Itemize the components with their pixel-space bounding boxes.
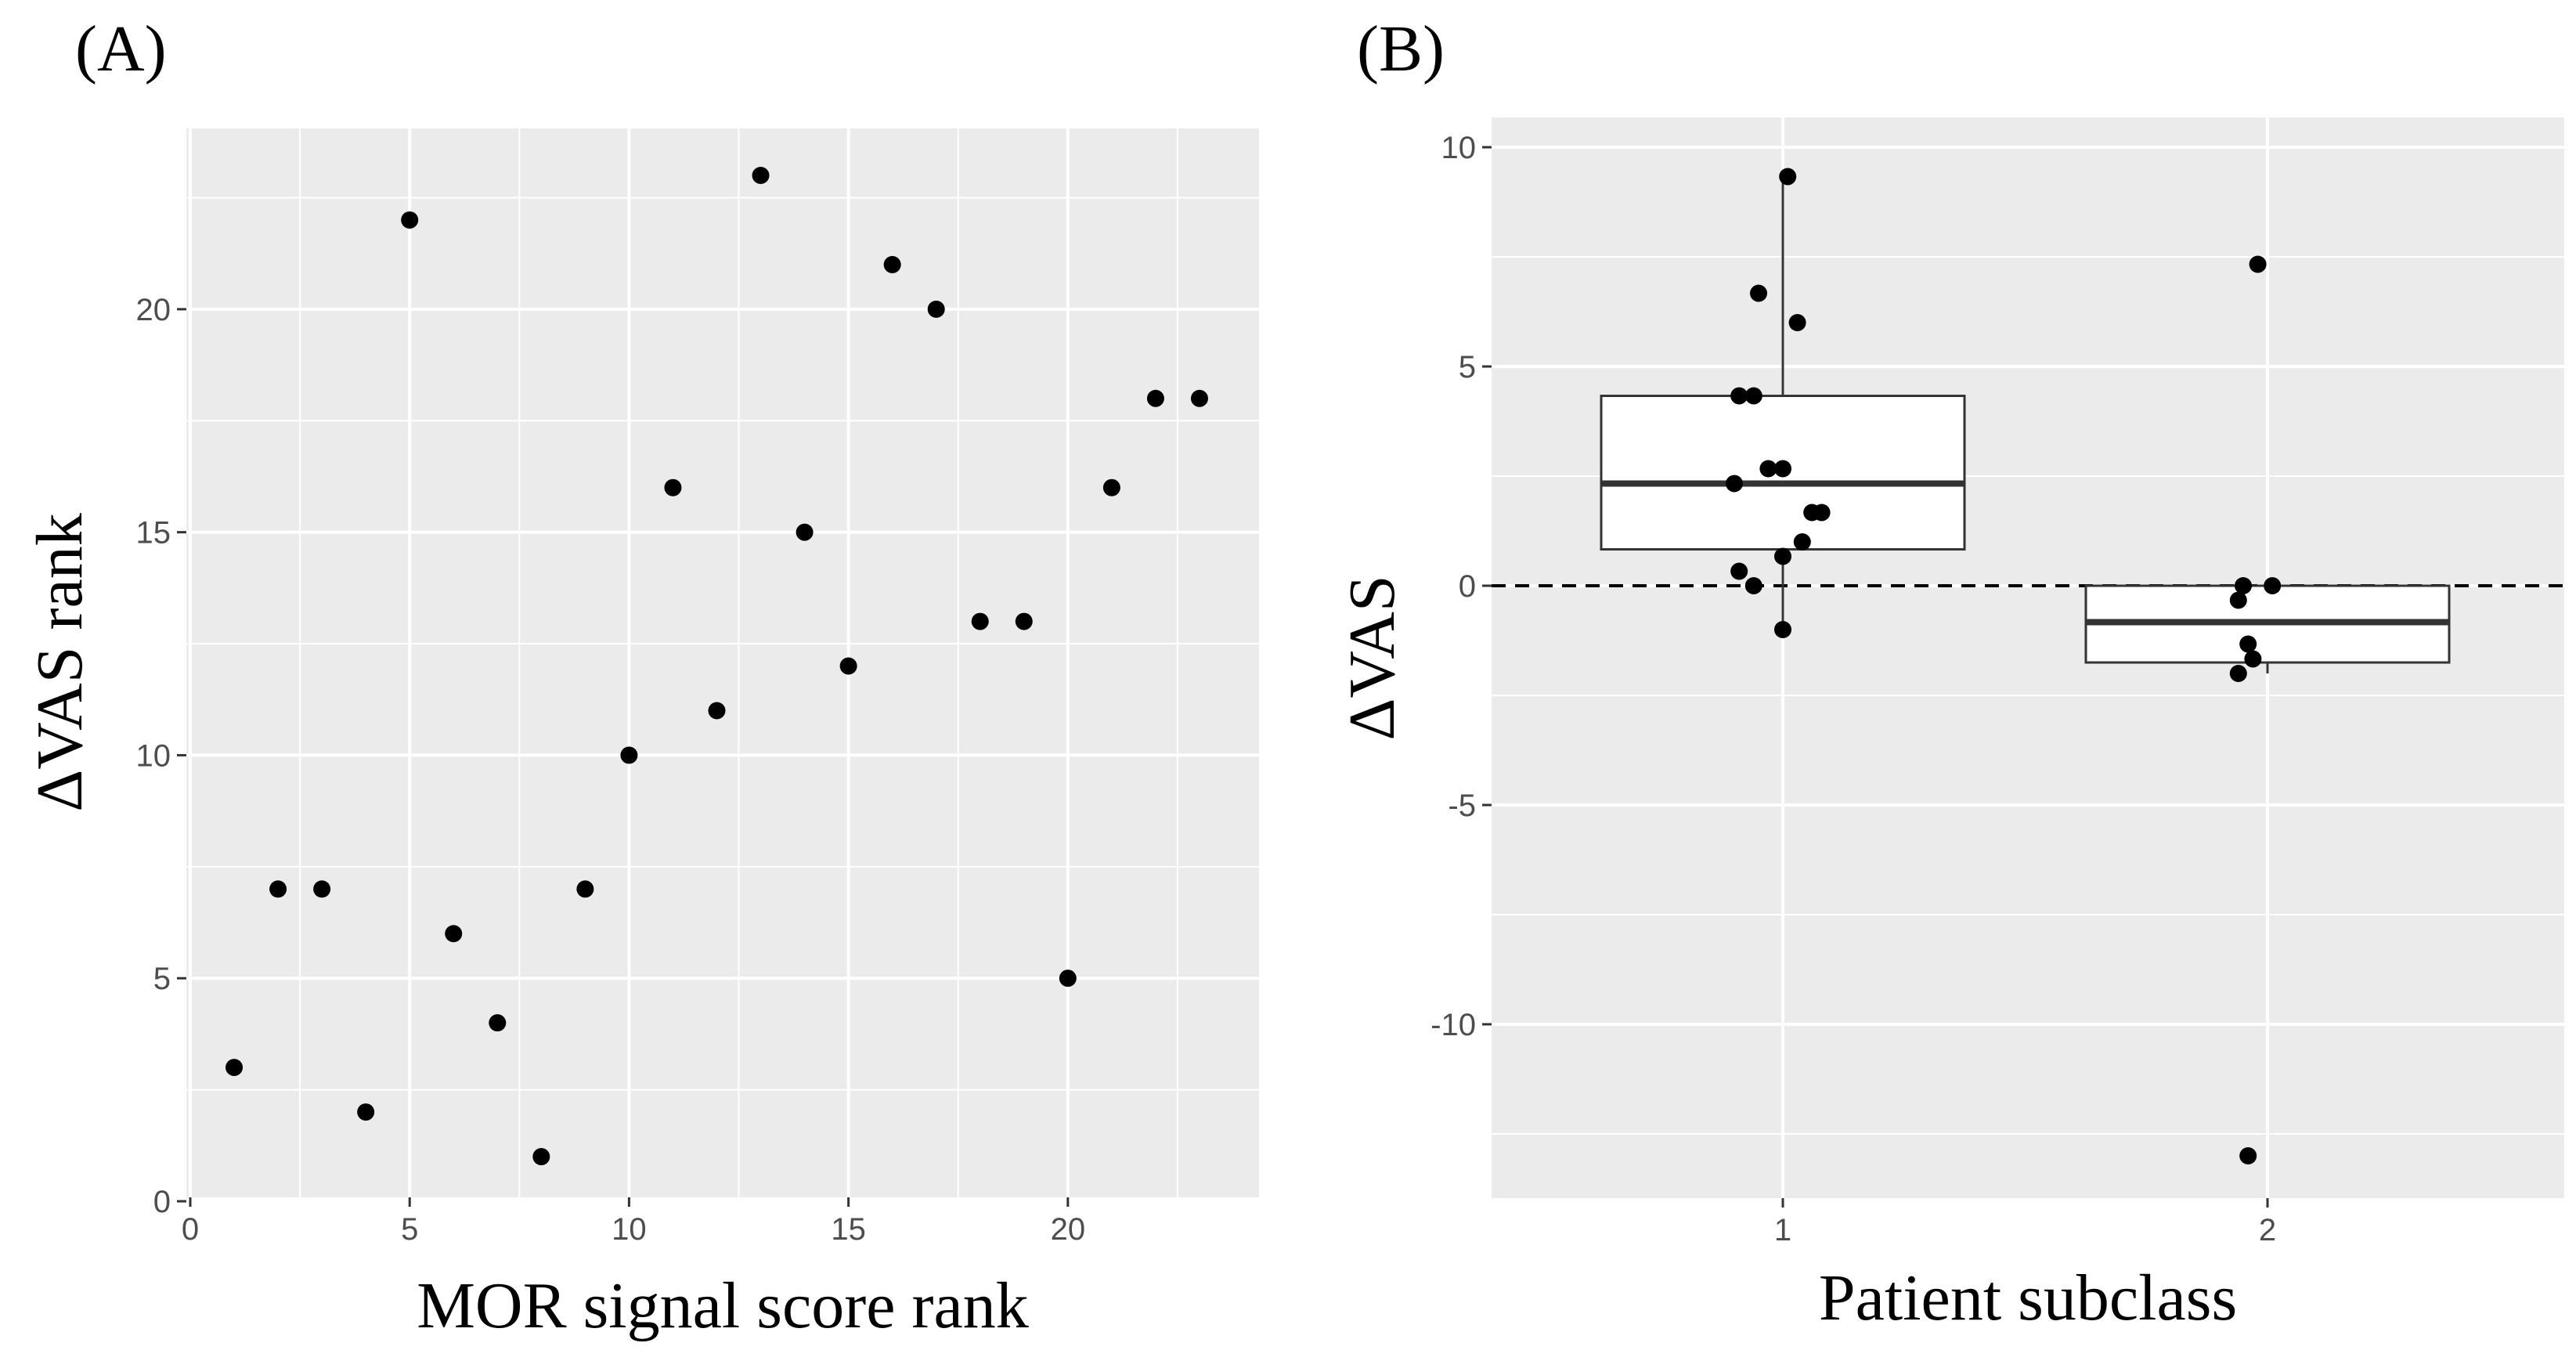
panel-a-y-tick-label: 10 bbox=[136, 738, 171, 773]
panel-a-data-point bbox=[532, 1148, 550, 1166]
panel-b-data-point bbox=[2249, 255, 2267, 273]
panel-b-data-point bbox=[2244, 650, 2262, 668]
panel-b-data-point bbox=[1813, 504, 1831, 522]
panel-a-points bbox=[225, 167, 1208, 1166]
panel-a-x-axis-title: MOR signal score rank bbox=[417, 1269, 1029, 1342]
panel-a-y-tick-label: 0 bbox=[153, 1185, 171, 1219]
panel-b-y-tick-label: 5 bbox=[1459, 350, 1476, 384]
panel-a-axis-ticks bbox=[177, 308, 1070, 1207]
panel-b-axis-ticks bbox=[1482, 146, 2269, 1208]
panel-a-plot-area bbox=[186, 128, 1259, 1197]
panel-a-y-tick-label: 15 bbox=[136, 516, 171, 551]
panel-b-y-tick-labels: 10 5 0 -5 -10 bbox=[1431, 131, 1476, 1042]
panel-b-data-point bbox=[2239, 1147, 2257, 1164]
panel-b-data-point bbox=[1730, 387, 1748, 405]
panel-b-data-point bbox=[1774, 621, 1791, 638]
panel-a-x-tick-label: 0 bbox=[182, 1212, 199, 1247]
panel-b-y-axis-title: ΔVAS bbox=[1336, 575, 1409, 740]
panel-b-data-point bbox=[2264, 577, 2282, 594]
panel-b-data-point bbox=[1744, 387, 1762, 405]
panel-b-data-point bbox=[1750, 284, 1767, 302]
panel-b-x-axis-title: Patient subclass bbox=[1819, 1262, 2237, 1334]
panel-a-data-point bbox=[664, 478, 682, 496]
panel-b-data-point bbox=[1759, 460, 1777, 478]
panel-a-data-point bbox=[445, 925, 463, 943]
panel-a-data-point bbox=[489, 1014, 507, 1032]
panel-b-data-point bbox=[2235, 577, 2252, 594]
panel-a-y-tick-label: 5 bbox=[153, 962, 171, 996]
panel-a-data-point bbox=[752, 167, 770, 184]
panel-a-x-tick-label: 10 bbox=[612, 1212, 647, 1247]
panel-a-data-point bbox=[576, 880, 594, 898]
panel-b-data-point bbox=[1774, 547, 1791, 565]
panel-a-y-tick-label: 20 bbox=[136, 293, 171, 327]
panel-b-x-tick-label: 1 bbox=[1774, 1213, 1791, 1247]
panel-a-data-point bbox=[269, 880, 287, 898]
panel-a-data-point bbox=[708, 702, 726, 720]
panel-a-data-point bbox=[927, 300, 945, 318]
panel-a-y-axis-title: ΔVAS rank bbox=[23, 513, 96, 812]
panel-a-data-point bbox=[225, 1059, 244, 1077]
panel-a-data-point bbox=[883, 255, 901, 273]
panel-b-x-tick-label: 2 bbox=[2259, 1213, 2276, 1247]
panel-b-data-point bbox=[1774, 460, 1791, 478]
panel-a-data-point bbox=[313, 880, 331, 898]
panel-b-data-point bbox=[1726, 475, 1743, 493]
panel-a-y-tick-labels: 0 5 10 15 20 bbox=[136, 293, 171, 1219]
panel-b-y-tick-label: 0 bbox=[1459, 569, 1476, 604]
panel-b-y-tick-label: 10 bbox=[1441, 131, 1477, 165]
panel-a-data-point bbox=[839, 657, 857, 675]
panel-a-data-point bbox=[620, 746, 638, 764]
panel-b-y-tick-label: -10 bbox=[1431, 1008, 1476, 1042]
panel-b-y-tick-label: -5 bbox=[1448, 789, 1476, 823]
panel-a-data-point bbox=[401, 211, 419, 229]
panel-a-data-point bbox=[1015, 612, 1033, 630]
panel-b-data-point bbox=[2229, 591, 2247, 609]
panel-b-data-point bbox=[2239, 635, 2257, 653]
panel-a-x-tick-label: 20 bbox=[1051, 1212, 1086, 1247]
panel-a-x-tick-labels: 0 5 10 15 20 bbox=[182, 1212, 1085, 1247]
panel-b-data-point bbox=[1744, 577, 1762, 594]
panel-b-label: (B) bbox=[1357, 13, 1445, 85]
panel-b-data-point bbox=[1793, 533, 1811, 551]
panel-b-data-point bbox=[1730, 562, 1748, 580]
panel-b-data-point bbox=[1779, 168, 1797, 186]
panel-a: (A) 0 5 10 15 20 0 5 10 15 20 MOR signal score r… bbox=[23, 13, 1259, 1342]
panel-a-data-point bbox=[971, 612, 989, 630]
panel-a-label: (A) bbox=[75, 13, 167, 85]
panel-a-x-tick-label: 15 bbox=[831, 1212, 866, 1247]
panel-a-data-point bbox=[1102, 478, 1120, 496]
panel-b-data-point bbox=[2229, 665, 2247, 682]
panel-a-data-point bbox=[1190, 389, 1208, 407]
panel-a-x-tick-label: 5 bbox=[401, 1212, 418, 1247]
panel-a-data-point bbox=[357, 1103, 375, 1121]
panel-a-data-point bbox=[1146, 389, 1164, 407]
panel-b-points bbox=[1726, 168, 2282, 1164]
panel-b-boxplots bbox=[1600, 176, 2451, 673]
panel-b-data-point bbox=[1788, 314, 1806, 331]
panel-a-data-point bbox=[796, 523, 814, 541]
panel-a-data-point bbox=[1059, 969, 1077, 987]
